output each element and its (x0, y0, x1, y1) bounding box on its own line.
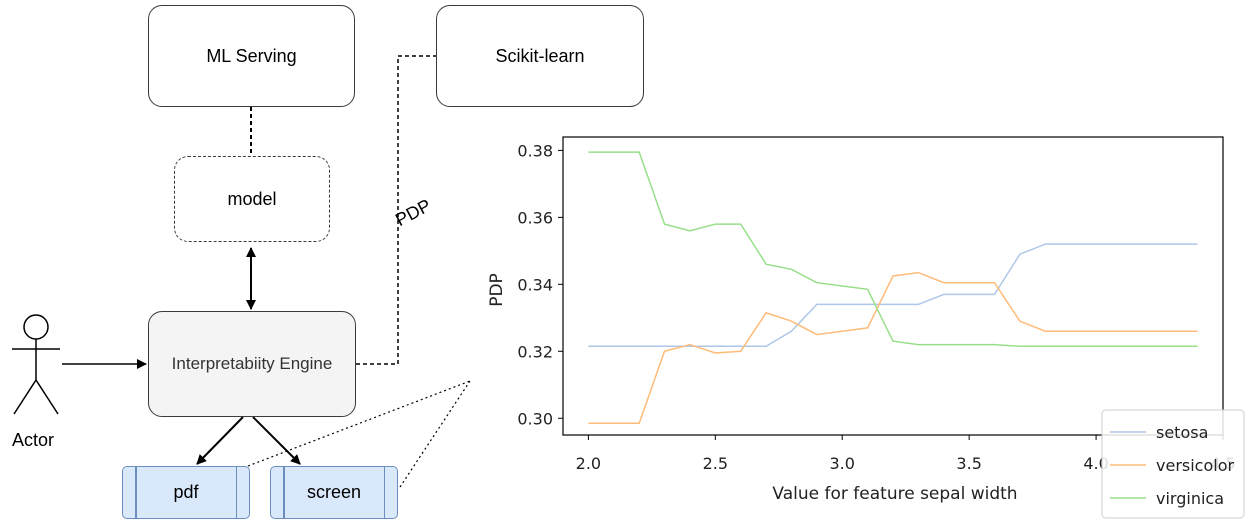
screen-chart-zoom-line (399, 380, 471, 488)
interpretability-engine-node[interactable]: Interpretabiity Engine (148, 311, 356, 417)
legend-label-virginica: virginica (1156, 489, 1224, 508)
scikit-learn-node[interactable]: Scikit-learn (436, 5, 644, 107)
y-ticks: 0.30 0.32 0.34 0.36 0.38 (517, 141, 563, 428)
scikit-learn-label: Scikit-learn (495, 45, 585, 66)
pdf-label: pdf (173, 482, 199, 502)
x-axis-label: Value for feature sepal width (772, 484, 1017, 504)
series-line-virginica (588, 151, 1198, 348)
x-tick-label: 3.0 (830, 454, 855, 473)
series-layer (588, 151, 1198, 425)
actor-icon (12, 314, 60, 415)
y-tick-label: 0.32 (517, 342, 553, 361)
ml-serving-node[interactable]: ML Serving (148, 5, 355, 107)
x-tick-label: 2.5 (703, 454, 728, 473)
legend-label-setosa: setosa (1156, 423, 1208, 442)
x-tick-label: 3.5 (956, 454, 981, 473)
x-tick-label: 2.0 (576, 454, 601, 473)
pdf-output-node[interactable]: pdf (122, 466, 250, 519)
legend-label-versicolor: versicolor (1156, 456, 1234, 475)
y-tick-label: 0.30 (517, 409, 553, 428)
actor-label: Actor (12, 430, 55, 450)
engine-label: Interpretabiity Engine (171, 354, 333, 373)
screen-output-node[interactable]: screen (270, 466, 398, 519)
series-line-versicolor (588, 271, 1198, 425)
model-label: model (227, 188, 277, 209)
chart-legend: setosa versicolor virginica (1101, 409, 1245, 519)
series-line-setosa (588, 243, 1198, 348)
screen-label: screen (306, 482, 362, 502)
legend-box (1101, 409, 1245, 519)
engine-scikit-link (356, 55, 436, 365)
x-ticks: 2.02.53.03.54.04.5 (576, 435, 1236, 473)
engine-pdf-arrow (196, 416, 244, 465)
engine-screen-arrow (252, 416, 301, 465)
y-tick-label: 0.36 (517, 208, 553, 227)
y-axis-label: PDP (487, 273, 507, 307)
y-tick-label: 0.38 (517, 141, 553, 160)
ml-serving-label: ML Serving (206, 45, 297, 66)
chart-frame (562, 136, 1224, 436)
model-node[interactable]: model (174, 156, 330, 242)
y-tick-label: 0.34 (517, 275, 553, 294)
